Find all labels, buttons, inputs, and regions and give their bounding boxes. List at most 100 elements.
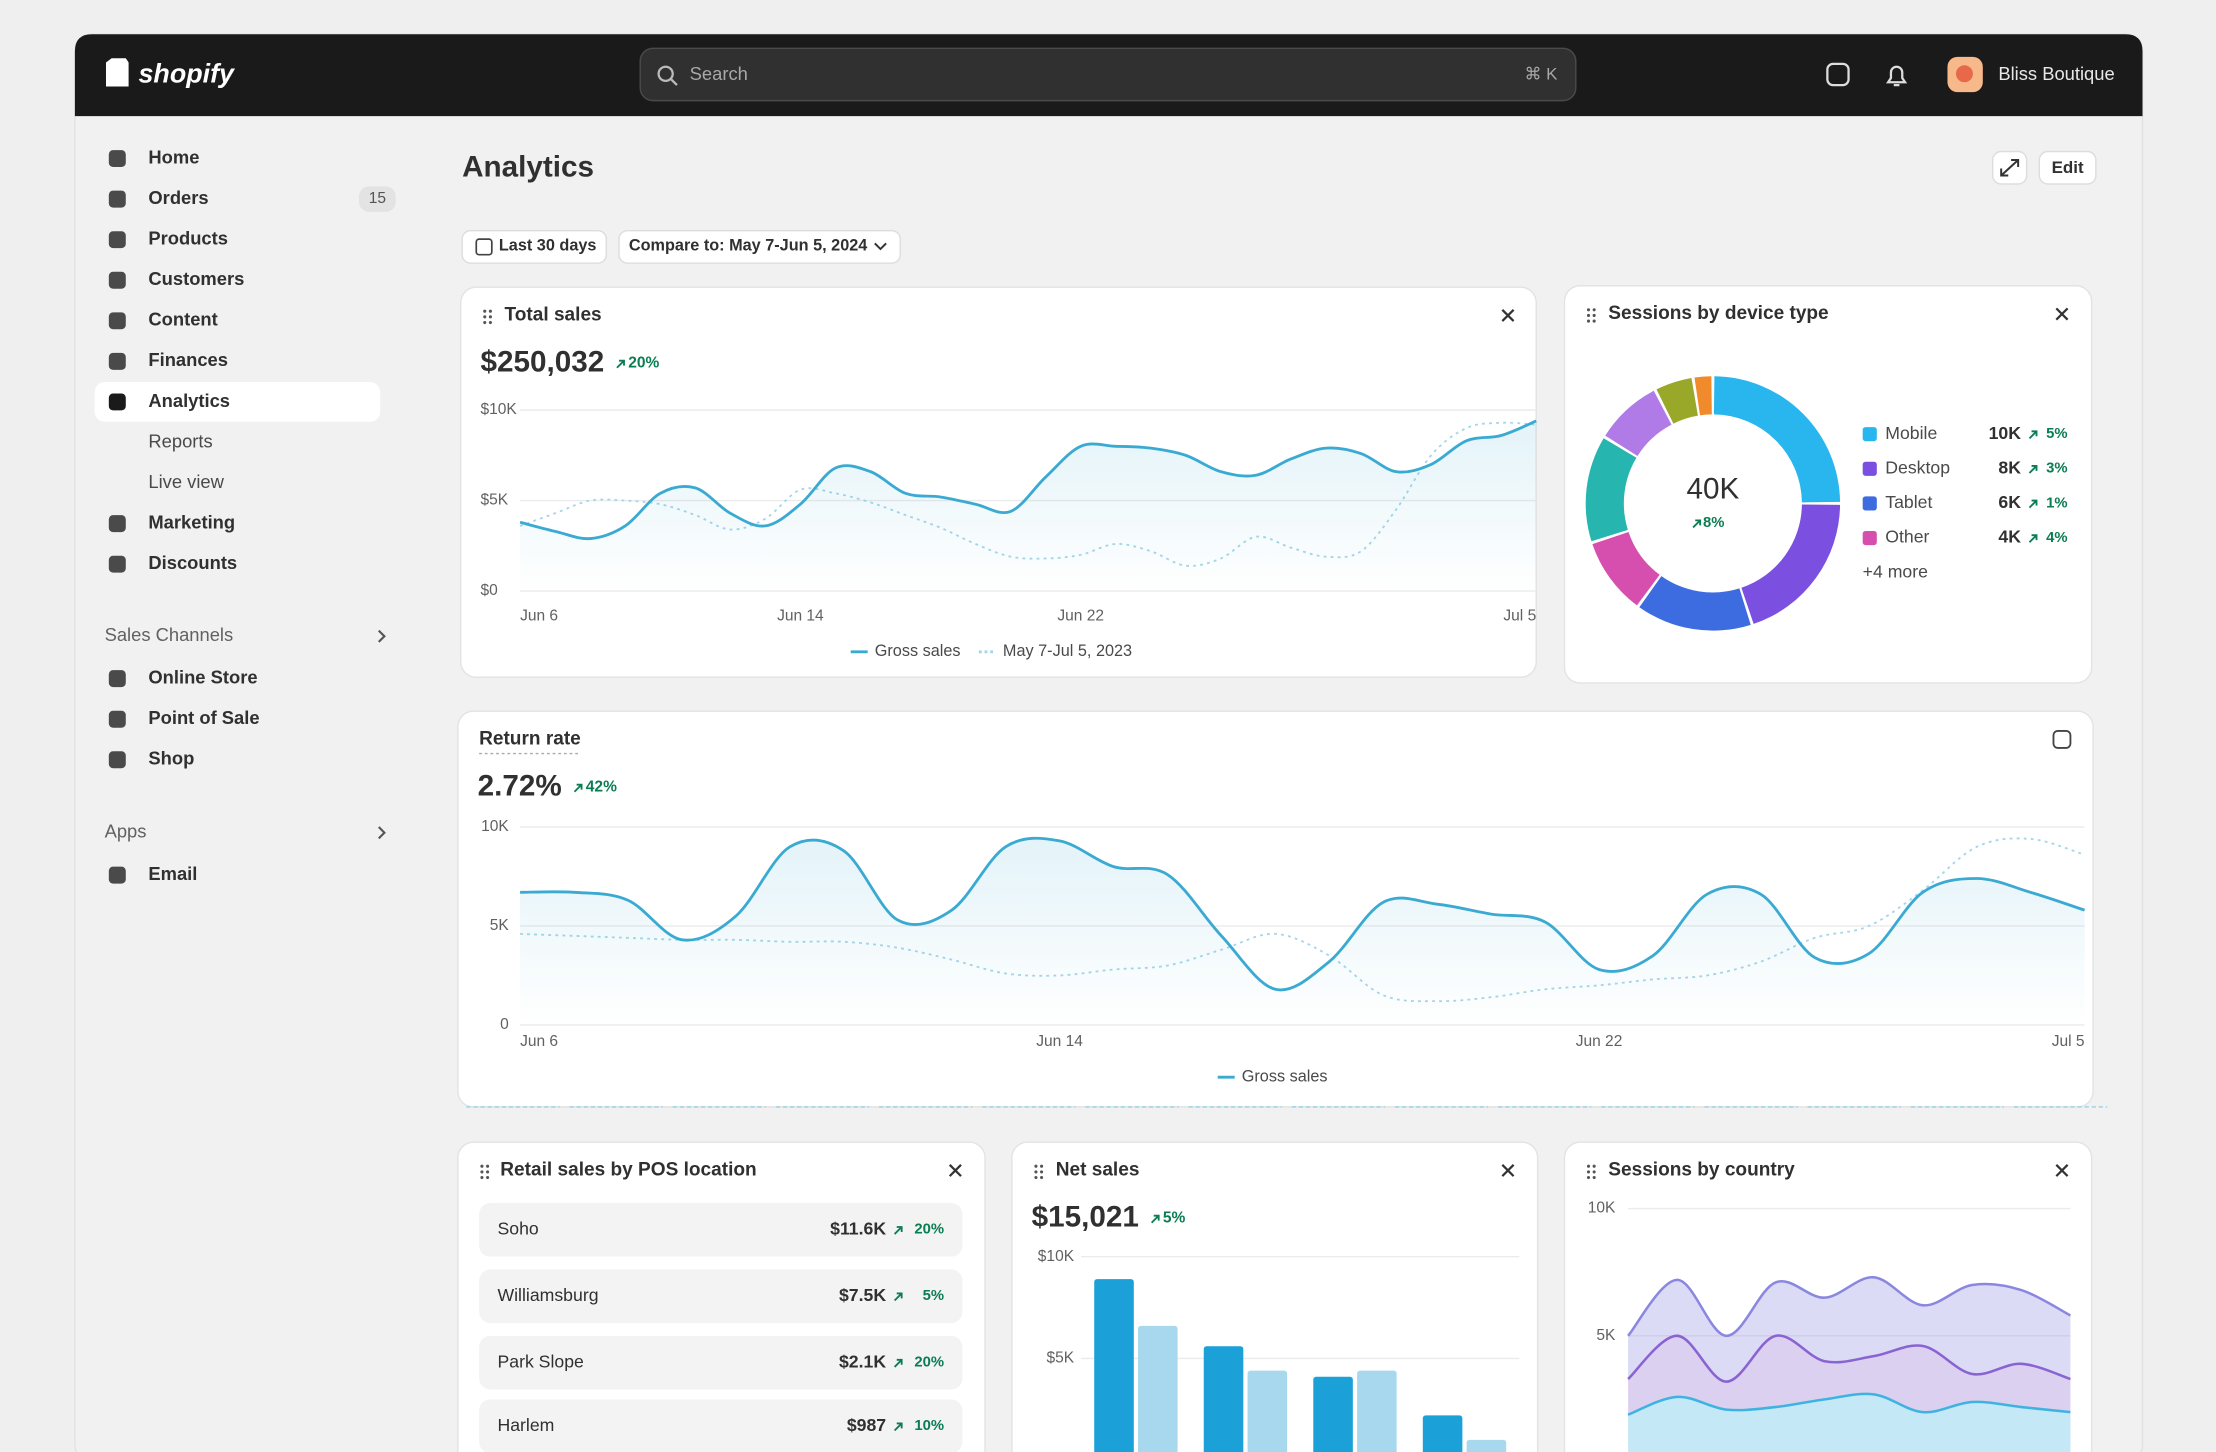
date-range[interactable]: Last 30 days	[499, 236, 597, 254]
drag-handle[interactable]	[486, 1175, 490, 1180]
nav-item[interactable]: Shop	[148, 748, 194, 769]
area-line	[1627, 1276, 2072, 1338]
edit-button[interactable]	[2038, 150, 2097, 185]
insight-icon[interactable]	[2052, 730, 2072, 749]
bell-icon[interactable]	[1886, 65, 1908, 87]
store-icon[interactable]	[1826, 62, 1850, 87]
nav-item[interactable]: Orders	[148, 187, 208, 208]
nav-icon	[108, 751, 126, 769]
drag-handle[interactable]	[480, 1164, 484, 1168]
headline-value: 2.72%	[478, 769, 562, 802]
drag-handle[interactable]	[1034, 1170, 1038, 1174]
drag-handle[interactable]	[486, 1170, 490, 1174]
close-icon[interactable]	[2055, 307, 2069, 321]
drag-handle[interactable]	[1040, 1164, 1044, 1168]
nav-item[interactable]: Finances	[148, 349, 228, 370]
nav-item[interactable]: Home	[148, 146, 199, 167]
bar	[1203, 1346, 1244, 1452]
headline-change: 42%	[586, 779, 617, 796]
drag-handle[interactable]	[486, 1164, 490, 1168]
bar	[1466, 1439, 1507, 1452]
legend-more[interactable]: +4 more	[1863, 561, 1928, 581]
nav-subitem[interactable]: Reports	[148, 430, 212, 451]
compare-button[interactable]	[618, 229, 901, 264]
drag-handle[interactable]	[1592, 1175, 1596, 1180]
nav-subitem[interactable]: Live view	[148, 471, 224, 492]
location-sales: $987	[847, 1415, 886, 1435]
drag-handle[interactable]	[1040, 1170, 1044, 1174]
location-change: 10%	[914, 1418, 944, 1434]
nav-icon	[108, 150, 126, 168]
drag-handle[interactable]	[1592, 308, 1596, 312]
store-name[interactable]: Bliss Boutique	[1998, 63, 2114, 84]
area-band	[1628, 1277, 2071, 1382]
nav-item[interactable]: Analytics	[148, 390, 230, 411]
drag-handle[interactable]	[483, 320, 487, 325]
close-icon[interactable]	[1501, 1164, 1515, 1177]
nav-item[interactable]: Discounts	[148, 552, 237, 573]
drag-handle[interactable]	[480, 1175, 484, 1180]
date-range-button[interactable]	[461, 229, 607, 264]
card-title: Total sales	[505, 304, 602, 325]
drag-handle[interactable]	[1586, 313, 1591, 318]
x-tick-label: Jun 22	[1576, 1033, 1623, 1050]
chevron[interactable]	[378, 826, 386, 840]
drag-handle[interactable]	[1586, 1175, 1591, 1180]
donut-total: 40K	[1686, 473, 1739, 506]
bar	[1094, 1279, 1134, 1452]
legend-swatch	[1862, 461, 1877, 476]
trend-arrow	[2028, 534, 2038, 543]
shortcut: ⌘ K	[1524, 65, 1558, 84]
close-icon[interactable]	[1501, 308, 1515, 322]
trend-arrow	[893, 1226, 903, 1235]
compare[interactable]: Compare to: May 7-Jun 5, 2024	[629, 236, 867, 254]
nav-item[interactable]: Email	[148, 863, 197, 884]
nav-item[interactable]: Products	[148, 228, 228, 249]
nav-section[interactable]: Sales Channels	[105, 624, 234, 645]
drag-handle[interactable]	[480, 1170, 484, 1174]
y-tick-label: $10K	[1038, 1248, 1075, 1265]
close-icon[interactable]	[948, 1164, 962, 1177]
legend-value: 4K	[1998, 527, 2021, 547]
drag-handle[interactable]	[1586, 1170, 1591, 1174]
table-row	[479, 1399, 963, 1452]
drag-handle[interactable]	[1592, 313, 1596, 318]
drag-handle[interactable]	[483, 315, 487, 319]
y-tick-label: 10K	[481, 818, 509, 835]
chevron[interactable]	[378, 629, 386, 643]
legend-change: 1%	[2046, 495, 2067, 511]
nav-item[interactable]: Customers	[148, 268, 244, 289]
nav-item[interactable]: Content	[148, 309, 217, 330]
nav-icon	[108, 515, 126, 533]
drag-handle[interactable]	[1592, 319, 1596, 323]
line-series	[520, 836, 2086, 992]
nav-section[interactable]: Apps	[105, 821, 147, 842]
close-icon[interactable]	[2055, 1164, 2069, 1177]
donut-change: 8%	[1703, 515, 1724, 531]
drag-handle[interactable]	[1592, 1170, 1596, 1174]
drag-handle[interactable]	[1034, 1164, 1038, 1168]
y-tick-label: 10K	[1588, 1200, 1616, 1217]
card-title: Net sales	[1056, 1160, 1140, 1181]
drag-handle[interactable]	[1034, 1175, 1038, 1180]
x-tick-label: Jun 14	[1036, 1033, 1083, 1050]
drag-handle[interactable]	[1586, 1164, 1591, 1168]
drag-handle[interactable]	[1040, 1175, 1044, 1180]
edit-label[interactable]: Edit	[2052, 158, 2084, 177]
drag-handle[interactable]	[483, 309, 487, 313]
search-box[interactable]	[639, 47, 1577, 102]
drag-handle[interactable]	[1592, 1164, 1596, 1168]
expand-icon	[2000, 158, 2020, 177]
x-tick-label: Jul 5	[2052, 1033, 2085, 1050]
drag-handle[interactable]	[488, 320, 492, 325]
drag-handle[interactable]	[488, 315, 492, 319]
nav-item[interactable]: Point of Sale	[148, 707, 259, 728]
trend-arrow	[1692, 519, 1702, 529]
drag-handle[interactable]	[1586, 319, 1591, 323]
drag-handle[interactable]	[1586, 308, 1591, 312]
nav-item[interactable]: Online Store	[148, 667, 257, 688]
drag-handle[interactable]	[488, 309, 492, 313]
table-row	[479, 1335, 963, 1390]
nav-item[interactable]: Marketing	[148, 511, 235, 532]
